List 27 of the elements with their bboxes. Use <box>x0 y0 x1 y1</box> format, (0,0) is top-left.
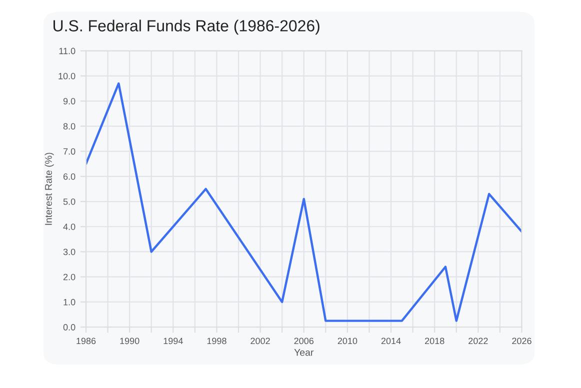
y-tick-label: 5.0 <box>63 198 76 205</box>
x-tick-label: 2002 <box>250 338 270 344</box>
y-tick-label: 11.0 <box>59 48 76 54</box>
x-tick-label: 2026 <box>512 338 532 344</box>
y-axis-title: Interest Rate (%) <box>44 152 54 225</box>
x-tick-label: 2006 <box>294 338 314 344</box>
x-tick-label: 2010 <box>338 338 358 344</box>
y-tick-label: 6.0 <box>63 173 76 180</box>
y-tick-label: 10.0 <box>58 72 76 80</box>
y-tick-label: 2.0 <box>63 274 76 280</box>
y-tick-label: 1.0 <box>64 298 76 306</box>
y-tick-label: 0.0 <box>63 324 76 330</box>
x-tick-label: 2022 <box>468 338 488 344</box>
line-series <box>86 82 522 322</box>
x-tick-label: 2014 <box>381 338 401 344</box>
y-tick-label: 4.0 <box>63 224 76 230</box>
y-tick-label: 8.0 <box>63 123 76 130</box>
x-tick-label: 1994 <box>164 338 183 344</box>
x-tick-label: 2018 <box>425 338 444 344</box>
x-tick-label: 1986 <box>76 338 96 344</box>
y-tick-label: 3.0 <box>63 248 76 256</box>
x-tick-label: 1998 <box>207 338 226 344</box>
y-tick-label: 7.0 <box>63 148 76 155</box>
x-tick-label: 1990 <box>120 338 140 344</box>
x-axis-title: Year <box>294 349 314 356</box>
y-tick-label: 9.0 <box>63 98 76 104</box>
chart-title: U.S. Federal Funds Rate (1986-2026) <box>54 20 320 35</box>
